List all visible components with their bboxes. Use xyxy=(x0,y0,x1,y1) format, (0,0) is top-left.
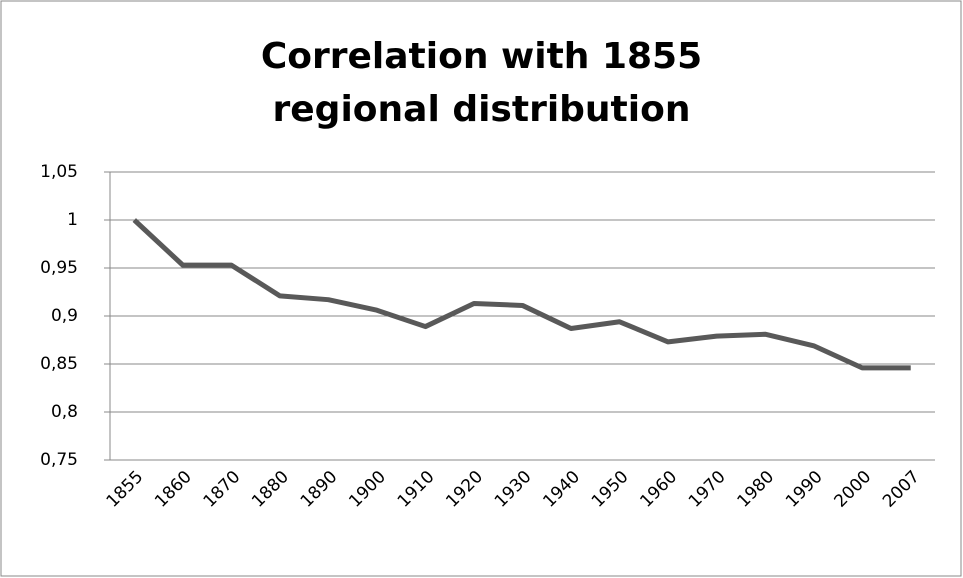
chart-title: Correlation with 1855 regional distribut… xyxy=(260,36,703,130)
y-tick-label: 0,75 xyxy=(40,450,78,470)
y-tick-label: 0,85 xyxy=(40,354,78,374)
y-tick-label: 0,95 xyxy=(40,258,78,278)
line-series xyxy=(132,218,911,371)
chart-title-box: Correlation with 1855 regional distribut… xyxy=(0,30,963,136)
y-tick-label: 1 xyxy=(67,210,78,230)
y-tick-label: 0,9 xyxy=(51,306,78,326)
y-tick-label: 1,05 xyxy=(40,162,78,182)
y-tick-label: 0,8 xyxy=(51,402,78,422)
